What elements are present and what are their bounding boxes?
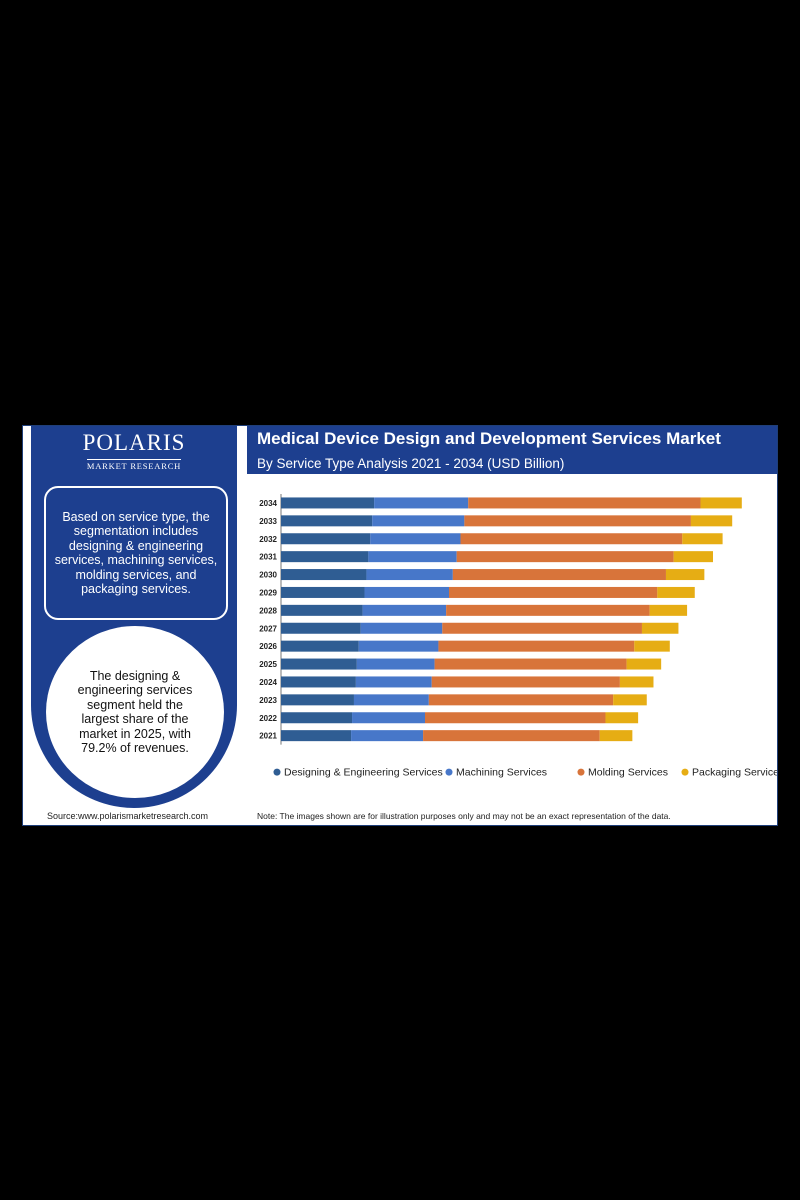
bar-segment-designing-engineering-services: [281, 551, 369, 563]
bar-segment-molding-services: [460, 533, 683, 545]
infographic-card: POLARIS MARKET RESEARCH Based on service…: [22, 425, 778, 826]
y-tick-label: 2022: [259, 714, 277, 723]
bar-segment-packaging-services: [634, 640, 670, 652]
legend-label: Designing & Engineering Services: [284, 767, 443, 779]
bar-segment-packaging-services: [700, 497, 742, 509]
bar-segment-packaging-services: [690, 515, 733, 527]
bar-segment-packaging-services: [657, 586, 695, 598]
chart-subtitle: By Service Type Analysis 2021 - 2034 (US…: [257, 456, 565, 471]
legend-label: Machining Services: [456, 767, 547, 779]
bar-segment-designing-engineering-services: [281, 622, 361, 634]
bar-segment-machining-services: [366, 569, 453, 581]
sidebar-panel: POLARIS MARKET RESEARCH Based on service…: [31, 426, 237, 808]
y-tick-label: 2023: [259, 696, 277, 705]
bar-segment-machining-services: [352, 712, 425, 724]
bar-segment-designing-engineering-services: [281, 533, 371, 545]
bar-segment-molding-services: [456, 551, 674, 563]
bar-segment-designing-engineering-services: [281, 676, 356, 688]
bar-segment-molding-services: [446, 604, 650, 616]
bar-segment-packaging-services: [682, 533, 723, 545]
bar-segment-molding-services: [423, 730, 600, 742]
bar-segment-machining-services: [374, 497, 469, 509]
bar-segment-packaging-services: [626, 658, 662, 670]
y-tick-label: 2027: [259, 624, 277, 633]
bar-segment-packaging-services: [619, 676, 654, 688]
logo-main-text: POLARIS: [82, 430, 186, 455]
bar-segment-machining-services: [356, 658, 435, 670]
bar-segment-molding-services: [449, 586, 658, 598]
y-tick-label: 2024: [259, 678, 277, 687]
bar-segment-machining-services: [368, 551, 457, 563]
logo-sub-text: MARKET RESEARCH: [86, 459, 182, 471]
legend-marker: [577, 768, 585, 776]
bar-segment-molding-services: [425, 712, 606, 724]
bar-segment-packaging-services: [673, 551, 713, 563]
bar-segment-machining-services: [370, 533, 461, 545]
bar-segment-machining-services: [362, 604, 447, 616]
bar-segment-molding-services: [438, 640, 635, 652]
bar-segment-machining-services: [351, 730, 424, 742]
segmentation-text-box: Based on service type, the segmentation …: [44, 486, 228, 620]
bar-segment-designing-engineering-services: [281, 712, 353, 724]
bar-segment-molding-services: [442, 622, 642, 634]
bar-segment-molding-services: [468, 497, 701, 509]
bar-segment-machining-services: [358, 640, 439, 652]
bar-segment-machining-services: [372, 515, 465, 527]
bar-segment-packaging-services: [641, 622, 679, 634]
bar-segment-designing-engineering-services: [281, 604, 363, 616]
y-tick-label: 2025: [259, 660, 277, 669]
bar-segment-machining-services: [353, 694, 429, 706]
y-tick-label: 2029: [259, 588, 277, 597]
legend-marker: [681, 768, 689, 776]
legend-label: Molding Services: [588, 767, 668, 779]
y-tick-label: 2033: [259, 517, 277, 526]
bar-segment-machining-services: [355, 676, 432, 688]
bar-segment-machining-services: [364, 586, 449, 598]
bar-segment-packaging-services: [605, 712, 639, 724]
bar-segment-designing-engineering-services: [281, 730, 352, 742]
bar-segment-designing-engineering-services: [281, 586, 365, 598]
bar-segment-designing-engineering-services: [281, 658, 357, 670]
segmentation-text: Based on service type, the segmentation …: [54, 509, 218, 597]
y-tick-label: 2028: [259, 606, 277, 615]
bar-segment-packaging-services: [599, 730, 633, 742]
bar-segment-packaging-services: [613, 694, 647, 706]
y-tick-label: 2032: [259, 535, 277, 544]
y-tick-label: 2021: [259, 732, 277, 741]
title-band: Medical Device Design and Development Se…: [247, 426, 777, 474]
bar-segment-packaging-services: [649, 604, 688, 616]
bar-segment-designing-engineering-services: [281, 497, 375, 509]
highlight-circle: The designing & engineering services seg…: [46, 626, 224, 798]
bar-segment-packaging-services: [665, 569, 705, 581]
bar-segment-molding-services: [464, 515, 691, 527]
bar-segment-designing-engineering-services: [281, 694, 354, 706]
bar-segment-designing-engineering-services: [281, 640, 359, 652]
y-tick-label: 2031: [259, 553, 277, 562]
source-text: Source:www.polarismarketresearch.com: [47, 811, 209, 821]
bar-segment-molding-services: [452, 569, 666, 581]
highlight-text: The designing & engineering services seg…: [77, 668, 193, 756]
y-tick-label: 2034: [259, 499, 277, 508]
bar-segment-designing-engineering-services: [281, 569, 367, 581]
polaris-logo: POLARIS MARKET RESEARCH: [31, 430, 237, 474]
bar-segment-designing-engineering-services: [281, 515, 373, 527]
legend-marker: [445, 768, 453, 776]
y-tick-label: 2026: [259, 642, 277, 651]
legend-label: Packaging Services: [692, 767, 777, 779]
y-tick-label: 2030: [259, 571, 277, 580]
bar-segment-molding-services: [428, 694, 614, 706]
legend-marker: [273, 768, 281, 776]
stacked-bar-chart: 2034 2033 2032 2031 2030 2029 2028 2027 2026 2025…: [259, 494, 777, 779]
bar-segment-machining-services: [360, 622, 443, 634]
bar-segment-molding-services: [434, 658, 627, 670]
disclaimer-note: Note: The images shown are for illustrat…: [257, 811, 671, 821]
chart-title: Medical Device Design and Development Se…: [257, 429, 721, 448]
bar-segment-molding-services: [431, 676, 620, 688]
